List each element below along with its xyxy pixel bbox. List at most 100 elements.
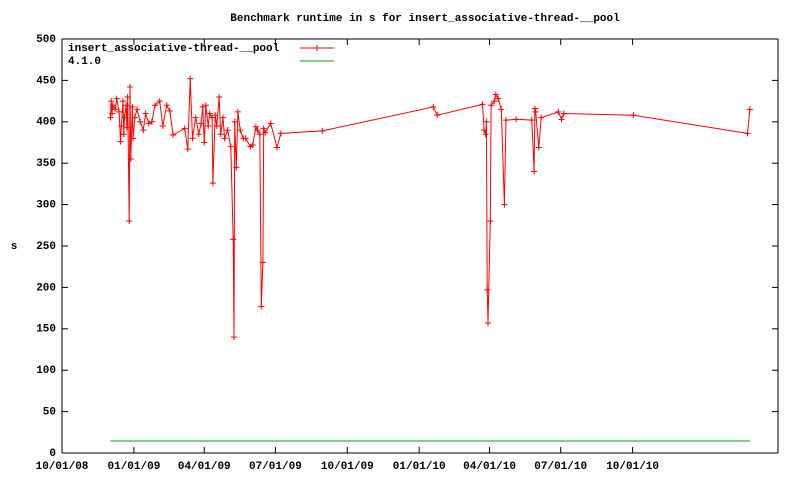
point-marker xyxy=(199,103,206,110)
x-tick-label: 10/01/10 xyxy=(606,461,659,473)
point-marker xyxy=(205,122,212,129)
y-tick-label: 300 xyxy=(36,200,56,212)
point-marker xyxy=(148,118,155,125)
x-tick-label: 07/01/09 xyxy=(249,461,302,473)
plot-border xyxy=(61,38,779,454)
point-marker xyxy=(230,334,237,341)
point-marker xyxy=(192,114,199,121)
point-marker xyxy=(262,129,269,136)
y-tick-label: 0 xyxy=(49,448,56,460)
point-marker xyxy=(483,118,490,125)
point-marker xyxy=(202,102,209,109)
point-marker xyxy=(118,122,125,129)
y-tick-label: 400 xyxy=(36,117,56,129)
point-marker xyxy=(560,110,567,117)
point-marker xyxy=(107,114,114,121)
y-tick-label: 100 xyxy=(36,365,56,377)
y-tick-label: 150 xyxy=(36,324,56,336)
point-marker xyxy=(558,116,565,123)
point-marker xyxy=(502,117,509,124)
point-marker xyxy=(117,138,124,145)
data-line xyxy=(110,78,751,338)
point-marker xyxy=(209,180,216,187)
point-marker xyxy=(137,118,144,125)
point-marker xyxy=(252,123,259,130)
point-marker xyxy=(267,120,274,127)
point-marker xyxy=(277,130,284,137)
point-marker xyxy=(259,259,266,266)
point-marker xyxy=(198,120,205,127)
point-marker xyxy=(430,103,437,110)
point-marker xyxy=(213,122,220,129)
point-marker xyxy=(126,218,133,225)
point-marker xyxy=(212,112,219,119)
x-tick-label: 07/01/10 xyxy=(534,461,587,473)
point-marker xyxy=(319,127,326,134)
point-marker xyxy=(744,130,751,137)
point-marker xyxy=(234,108,241,115)
point-marker xyxy=(129,103,136,110)
point-marker xyxy=(217,131,224,138)
y-tick-label: 50 xyxy=(43,407,56,419)
y-tick-label: 350 xyxy=(36,158,56,170)
point-marker xyxy=(123,102,130,109)
point-marker xyxy=(532,108,539,115)
y-tick-label: 450 xyxy=(36,75,56,87)
point-marker xyxy=(224,127,231,134)
point-marker xyxy=(134,106,141,113)
point-marker xyxy=(169,132,176,139)
point-marker xyxy=(242,135,249,142)
point-marker xyxy=(108,98,115,105)
point-marker xyxy=(195,131,202,138)
point-marker xyxy=(116,108,123,115)
point-marker xyxy=(479,101,486,108)
point-marker xyxy=(221,135,228,142)
point-marker xyxy=(113,95,120,102)
point-marker xyxy=(485,320,492,327)
point-marker xyxy=(227,143,234,150)
point-marker xyxy=(145,120,152,127)
point-marker xyxy=(206,110,213,117)
y-axis-label: s xyxy=(11,241,18,253)
point-marker xyxy=(555,108,562,115)
point-marker xyxy=(127,84,134,91)
point-marker xyxy=(256,131,263,138)
point-marker xyxy=(121,114,128,121)
point-marker xyxy=(130,135,137,142)
point-marker xyxy=(495,95,502,102)
point-marker xyxy=(487,218,494,225)
point-marker xyxy=(501,201,508,208)
point-marker xyxy=(120,131,127,138)
point-marker xyxy=(513,116,520,123)
point-marker xyxy=(127,156,134,163)
point-marker xyxy=(152,102,159,109)
point-marker xyxy=(630,112,637,119)
point-marker xyxy=(181,125,188,132)
point-marker xyxy=(230,236,237,243)
point-marker xyxy=(482,131,489,138)
point-marker xyxy=(123,124,130,131)
point-marker xyxy=(249,141,256,148)
point-marker xyxy=(184,146,191,153)
point-marker xyxy=(535,144,542,151)
x-tick-label: 01/01/10 xyxy=(393,461,446,473)
point-marker xyxy=(201,139,208,146)
point-marker xyxy=(140,127,147,134)
point-marker xyxy=(209,114,216,121)
x-tick-label: 01/01/09 xyxy=(108,461,161,473)
point-marker xyxy=(131,114,138,121)
point-marker xyxy=(528,117,535,124)
y-tick-label: 200 xyxy=(36,282,56,294)
point-marker xyxy=(109,110,116,117)
point-marker xyxy=(112,106,119,113)
point-marker xyxy=(434,112,441,119)
point-marker xyxy=(109,102,116,109)
point-marker xyxy=(159,122,166,129)
point-marker xyxy=(492,91,499,98)
point-marker xyxy=(258,303,265,310)
point-marker xyxy=(187,75,194,82)
point-marker xyxy=(237,127,244,134)
point-marker xyxy=(189,135,196,142)
point-marker xyxy=(491,98,498,105)
point-marker xyxy=(531,105,538,112)
